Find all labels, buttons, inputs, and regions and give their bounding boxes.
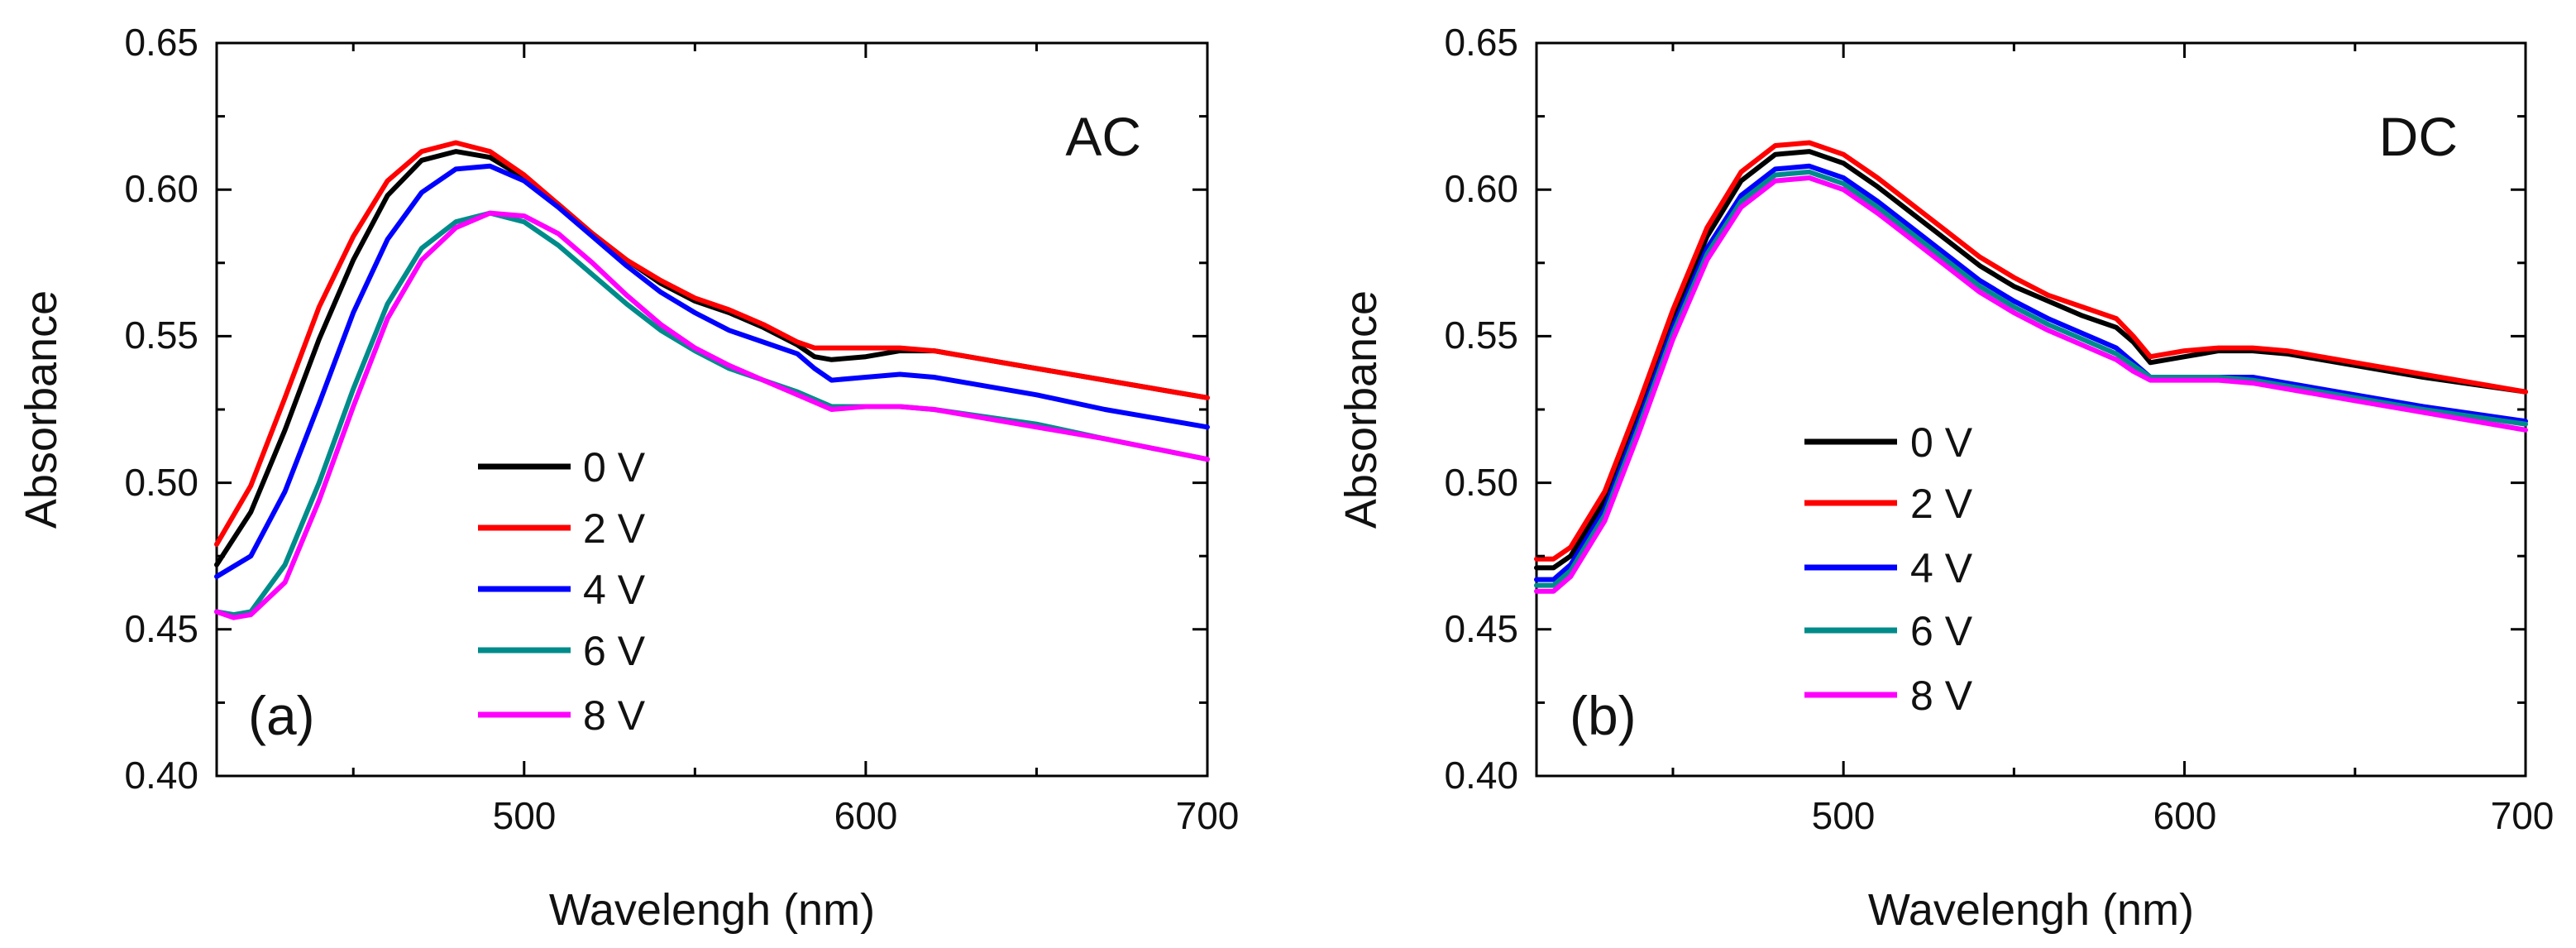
panel-b-plot-frame [1535, 41, 2527, 778]
panel-b-x-axis-title: Wavelengh (nm) [1868, 885, 2194, 935]
legend-entry-0v: 0 V [1804, 419, 1973, 466]
legend-entry-8v: 8 V [478, 692, 646, 739]
panel-b-chart: 0.40 0.45 0.50 0.55 0.60 0.65 500 600 70… [1336, 21, 2554, 935]
legend-label-6v: 6 V [1910, 608, 1973, 654]
legend-entry-0v: 0 V [478, 444, 646, 491]
panel-b-panel-label: (b) [1570, 685, 1637, 746]
panel-b-ytick-label: 0.40 [1444, 754, 1518, 797]
panel-b-condition-label: DC [2379, 106, 2458, 167]
panel-a-ytick-label: 0.55 [124, 314, 198, 357]
panel-a-ytick-label: 0.60 [124, 167, 198, 210]
panel-a-ytick-label: 0.45 [124, 607, 198, 650]
panel-a-y-axis-title: Absorbance [17, 290, 66, 529]
legend-label-0v: 0 V [1910, 419, 1973, 466]
panel-a-series-2-v [214, 140, 1210, 547]
panel-b-xtick-label: 700 [2491, 794, 2554, 837]
panel-a-series-6-v [214, 210, 1210, 618]
panel-a-x-axis-title: Wavelengh (nm) [549, 885, 875, 935]
panel-b-series [1534, 140, 2528, 594]
panel-b-ytick-label: 0.65 [1444, 21, 1518, 64]
legend-label-0v: 0 V [583, 444, 646, 491]
panel-b-ytick-label: 0.55 [1444, 314, 1518, 357]
legend-entry-4v: 4 V [478, 567, 646, 613]
panel-b-ytick-label: 0.60 [1444, 167, 1518, 210]
panel-a-chart: 0.40 0.45 0.50 0.55 0.60 0.65 500 600 70… [17, 21, 1239, 935]
panel-a-xtick-label: 600 [834, 794, 898, 837]
panel-b-xtick-label: 500 [1812, 794, 1876, 837]
panel-b-ytick-label: 0.50 [1444, 461, 1518, 504]
panel-b-series-2-v [1534, 140, 2528, 562]
panel-b-legend: 0 V 2 V 4 V 6 V 8 V [1804, 419, 1973, 719]
panel-a-series-4-v [214, 163, 1210, 579]
panel-a-ytick-label: 0.50 [124, 461, 198, 504]
panel-b-y-axis-title: Absorbance [1336, 290, 1386, 529]
legend-entry-2v: 2 V [1804, 481, 1973, 527]
legend-entry-6v: 6 V [478, 628, 646, 674]
legend-label-2v: 2 V [583, 505, 646, 552]
legend-label-6v: 6 V [583, 628, 646, 674]
panel-a-panel-label: (a) [248, 685, 315, 746]
panel-b-series-0-v [1534, 149, 2528, 571]
legend-entry-2v: 2 V [478, 505, 646, 552]
panel-a-legend: 0 V 2 V 4 V 6 V 8 V [478, 444, 646, 739]
panel-b-series-4-v [1534, 163, 2528, 582]
panel-b-xtick-label: 600 [2153, 794, 2217, 837]
panel-a-ytick-label: 0.65 [124, 21, 198, 64]
legend-label-8v: 8 V [583, 692, 646, 739]
panel-b-series-6-v [1534, 169, 2528, 588]
panel-a-condition-label: AC [1065, 106, 1141, 167]
panel-b-ticks [1537, 41, 2527, 778]
panel-a-ytick-label: 0.40 [124, 754, 198, 797]
legend-label-2v: 2 V [1910, 481, 1973, 527]
legend-label-4v: 4 V [1910, 545, 1973, 591]
panel-b-series-8-v [1534, 175, 2528, 594]
legend-label-8v: 8 V [1910, 673, 1973, 719]
panel-a-plot-frame [215, 41, 1209, 778]
panel-a-ticks [217, 41, 1209, 778]
legend-entry-6v: 6 V [1804, 608, 1973, 654]
panel-a-series-8-v [214, 210, 1210, 620]
panel-a-xtick-label: 700 [1176, 794, 1240, 837]
panel-a-xtick-label: 500 [493, 794, 557, 837]
legend-label-4v: 4 V [583, 567, 646, 613]
panel-b-ytick-label: 0.45 [1444, 607, 1518, 650]
legend-entry-4v: 4 V [1804, 545, 1973, 591]
panel-a-series [214, 140, 1210, 620]
legend-entry-8v: 8 V [1804, 673, 1973, 719]
